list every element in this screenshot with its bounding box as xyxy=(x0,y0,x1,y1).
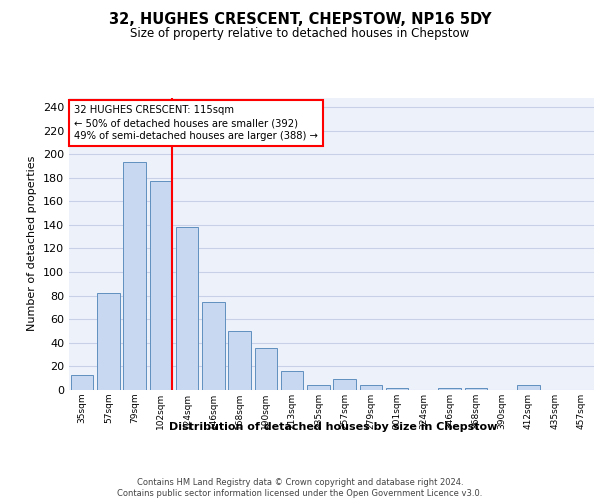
Bar xyxy=(307,386,329,390)
Bar xyxy=(71,374,93,390)
Y-axis label: Number of detached properties: Number of detached properties xyxy=(28,156,37,332)
Bar xyxy=(255,348,277,390)
Bar xyxy=(176,227,198,390)
Text: Contains HM Land Registry data © Crown copyright and database right 2024.
Contai: Contains HM Land Registry data © Crown c… xyxy=(118,478,482,498)
Bar xyxy=(150,181,172,390)
Bar xyxy=(229,331,251,390)
Text: Size of property relative to detached houses in Chepstow: Size of property relative to detached ho… xyxy=(130,28,470,40)
Text: Distribution of detached houses by size in Chepstow: Distribution of detached houses by size … xyxy=(169,422,497,432)
Bar xyxy=(465,388,487,390)
Bar xyxy=(386,388,408,390)
Bar xyxy=(517,386,539,390)
Text: 32, HUGHES CRESCENT, CHEPSTOW, NP16 5DY: 32, HUGHES CRESCENT, CHEPSTOW, NP16 5DY xyxy=(109,12,491,28)
Bar xyxy=(439,388,461,390)
Bar xyxy=(334,380,356,390)
Bar xyxy=(97,294,119,390)
Bar xyxy=(124,162,146,390)
Bar xyxy=(202,302,224,390)
Bar xyxy=(360,386,382,390)
Bar xyxy=(281,371,303,390)
Text: 32 HUGHES CRESCENT: 115sqm
← 50% of detached houses are smaller (392)
49% of sem: 32 HUGHES CRESCENT: 115sqm ← 50% of deta… xyxy=(74,105,318,141)
